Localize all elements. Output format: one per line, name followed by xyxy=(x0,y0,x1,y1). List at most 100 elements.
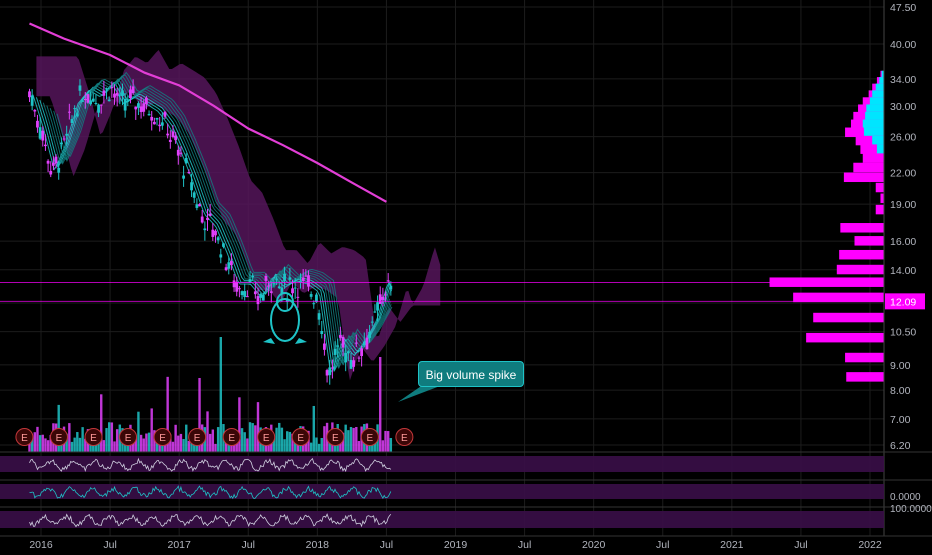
volume-bar xyxy=(262,443,265,452)
volume-bar xyxy=(232,443,236,452)
volume-profile-bar-hi xyxy=(862,119,884,130)
volume-bar xyxy=(65,433,68,452)
volume-bar xyxy=(238,397,241,452)
last-price-label: 12.09 xyxy=(890,296,916,308)
ma200-line xyxy=(29,22,387,203)
volume-bar xyxy=(33,432,37,452)
ma-ribbon-line xyxy=(35,82,391,373)
volume-bar xyxy=(142,438,145,452)
candle-body xyxy=(208,213,212,216)
candle-body xyxy=(315,294,318,303)
volume-profile-bar xyxy=(853,162,884,173)
candle-body xyxy=(251,275,255,278)
time-axis-tick: Jul xyxy=(518,539,531,550)
volume-profile-bar-hi xyxy=(881,70,884,81)
candle-body xyxy=(182,175,185,179)
price-axis-tick: 47.50 xyxy=(890,2,916,14)
candle-body xyxy=(224,267,228,271)
volume-bar xyxy=(246,438,249,452)
time-axis-tick: Jul xyxy=(103,539,116,550)
candle-body xyxy=(341,336,345,348)
volume-profile-bar-hi xyxy=(866,104,884,114)
candle-body xyxy=(288,277,292,280)
earnings-marker-label: E xyxy=(194,433,201,444)
candle-body xyxy=(126,100,130,102)
volume-profile-bar xyxy=(854,236,884,246)
volume-bar xyxy=(182,439,185,452)
earnings-marker xyxy=(153,428,172,446)
candles-group xyxy=(28,79,393,385)
candle-body xyxy=(97,104,100,113)
time-axis-tick: 2021 xyxy=(720,539,744,550)
volume-bar xyxy=(110,422,114,452)
candle-body xyxy=(137,103,140,108)
volume-bar xyxy=(251,423,254,452)
candle-body xyxy=(86,94,90,103)
candle-body xyxy=(70,119,74,123)
candle-body xyxy=(336,345,340,347)
candle-body xyxy=(147,113,151,116)
candle-body xyxy=(62,138,66,140)
volume-bar xyxy=(344,424,347,452)
volume-bar xyxy=(323,426,326,452)
earnings-marker-label: E xyxy=(90,433,97,444)
candle-body xyxy=(248,279,252,283)
candle-body xyxy=(230,261,233,266)
volume-bar xyxy=(113,441,116,452)
volume-profile-bar xyxy=(880,193,884,204)
earnings-marker-label: E xyxy=(125,433,132,444)
candle-body xyxy=(312,303,316,305)
volume-bar xyxy=(243,432,246,452)
volume-bar xyxy=(36,426,39,452)
indicator-line xyxy=(29,485,392,500)
candle-body xyxy=(376,302,379,311)
candle-body xyxy=(54,156,58,164)
earnings-marker xyxy=(188,428,207,446)
volume-bar xyxy=(256,402,260,452)
candle-body xyxy=(179,152,183,154)
candle-body xyxy=(253,291,257,295)
volume-bar xyxy=(235,442,238,452)
ma-ribbon-line xyxy=(42,78,392,369)
volume-bar xyxy=(137,411,140,452)
price-axis-tick: 16.00 xyxy=(890,236,916,248)
volume-bar xyxy=(147,432,151,452)
volume-profile-bar-hi xyxy=(875,83,884,94)
pane-band xyxy=(0,456,884,472)
candle-body xyxy=(275,278,278,280)
price-axis-tick: 34.00 xyxy=(890,74,916,86)
candle-body xyxy=(214,230,217,236)
volume-bar xyxy=(185,424,188,452)
price-axis-tick: 14.00 xyxy=(890,265,916,277)
candle-body xyxy=(307,275,310,287)
ma-ribbon-line xyxy=(53,74,392,366)
earnings-marker-label: E xyxy=(263,433,270,444)
candle-body xyxy=(381,296,385,300)
candle-body xyxy=(200,216,204,223)
volume-profile-bar xyxy=(836,264,884,275)
candle-body xyxy=(389,285,393,290)
volume-bar xyxy=(293,442,297,452)
volume-bar xyxy=(174,424,177,452)
candle-body xyxy=(245,296,249,298)
volume-profile-bar-hi xyxy=(876,144,884,154)
candle-body xyxy=(78,85,82,91)
candle-body xyxy=(59,142,63,145)
candle-body xyxy=(49,170,53,175)
volume-bar xyxy=(208,433,212,452)
volume-profile-bar xyxy=(875,204,884,215)
volume-profile-bar-hi xyxy=(865,111,884,122)
volume-bar xyxy=(288,431,292,452)
volume-bar xyxy=(163,441,167,452)
candle-body xyxy=(139,106,143,113)
candle-body xyxy=(346,351,350,354)
volume-bar xyxy=(107,422,111,452)
candle-body xyxy=(216,237,220,241)
volume-profile-bar xyxy=(862,153,884,163)
earnings-marker xyxy=(395,428,414,446)
earnings-marker xyxy=(15,428,34,446)
volume-bar xyxy=(309,442,313,452)
candle-body xyxy=(44,144,47,147)
candle-body xyxy=(222,243,225,247)
